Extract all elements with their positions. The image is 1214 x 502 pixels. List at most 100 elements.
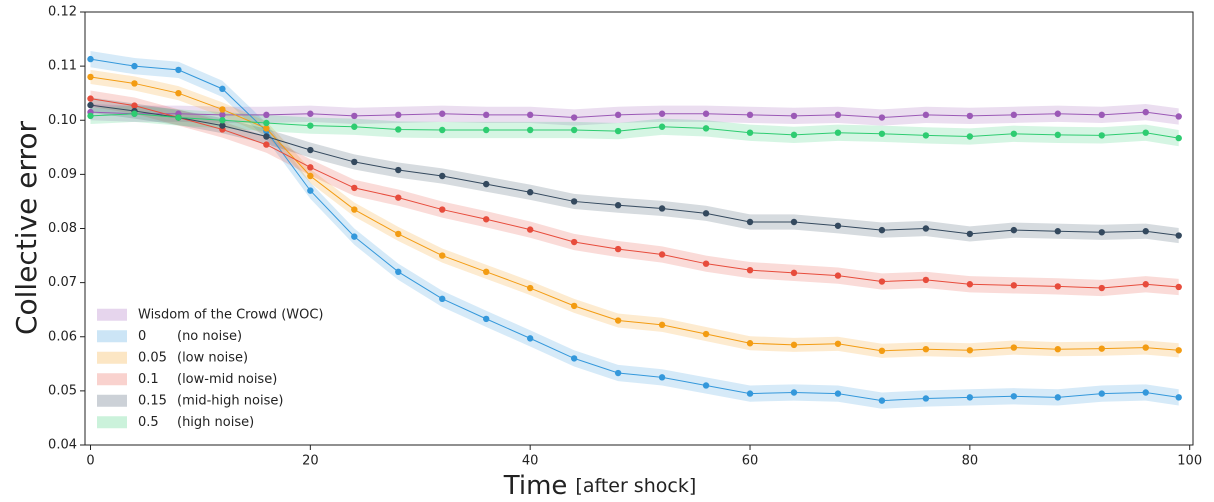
error-band: [90, 97, 1179, 244]
data-point: [526, 335, 534, 342]
data-point: [439, 126, 446, 134]
data-point: [614, 369, 622, 377]
data-point: [483, 216, 490, 223]
data-point: [878, 114, 886, 121]
data-point: [790, 131, 798, 139]
data-point: [658, 205, 666, 212]
x-tick-label: 80: [962, 454, 979, 469]
data-point: [614, 202, 622, 209]
data-point: [702, 330, 710, 338]
legend-label: 0.5: [138, 415, 159, 430]
data-point: [790, 389, 798, 396]
data-point: [1010, 111, 1018, 119]
data-point: [790, 341, 798, 349]
y-tick-label: 0.04: [48, 438, 77, 453]
series-line: [90, 76, 1179, 352]
data-point: [263, 141, 270, 148]
data-point: [439, 295, 446, 303]
data-point: [351, 184, 358, 192]
data-point: [526, 284, 534, 292]
data-point: [746, 390, 754, 397]
series-line: [90, 104, 1179, 237]
data-point: [1054, 394, 1061, 401]
data-point: [395, 166, 402, 174]
data-point: [395, 111, 402, 119]
data-point: [966, 230, 974, 238]
legend-swatch: [97, 373, 127, 386]
data-point: [87, 101, 94, 109]
x-tick-label: 60: [742, 454, 759, 469]
data-point: [1142, 129, 1149, 136]
data-point: [1175, 283, 1182, 291]
data-point: [1142, 228, 1149, 235]
legend-note: (no noise): [177, 329, 242, 344]
legend-label: 0.1: [138, 372, 159, 387]
y-tick-label: 0.11: [48, 59, 77, 74]
legend-swatch: [97, 351, 127, 364]
y-tick-label: 0.07: [48, 275, 77, 290]
y-tick-label: 0.09: [48, 167, 77, 182]
data-point: [87, 95, 94, 102]
data-point: [922, 225, 930, 232]
x-axis-label: Time: [503, 471, 568, 501]
data-point: [351, 123, 358, 130]
data-point: [395, 230, 402, 238]
data-point: [922, 395, 930, 402]
error-band: [90, 50, 1179, 409]
data-point: [1098, 345, 1105, 352]
data-point: [966, 281, 974, 288]
data-point: [1098, 390, 1105, 397]
error-band: [90, 105, 1179, 147]
data-point: [307, 164, 314, 171]
data-point: [263, 125, 270, 132]
data-point: [1010, 393, 1018, 400]
data-point: [307, 122, 314, 129]
data-point: [131, 80, 138, 87]
data-point: [395, 194, 402, 201]
data-point: [702, 210, 710, 217]
data-point: [658, 251, 666, 258]
data-point: [702, 382, 710, 389]
y-tick-label: 0.12: [48, 5, 77, 20]
x-tick-label: 40: [522, 454, 539, 469]
data-point: [614, 111, 622, 119]
data-point: [1010, 130, 1018, 137]
data-point: [570, 114, 578, 121]
data-point: [307, 146, 314, 154]
data-point: [263, 119, 270, 127]
error-band: [90, 90, 1179, 297]
data-point: [570, 238, 578, 246]
data-point: [1175, 113, 1182, 120]
data-point: [1054, 283, 1061, 290]
data-point: [1175, 232, 1182, 239]
y-tick-label: 0.05: [48, 383, 77, 398]
data-point: [1010, 282, 1018, 289]
data-point: [922, 345, 930, 353]
data-point: [175, 89, 182, 97]
data-point: [966, 133, 974, 140]
data-point: [219, 122, 226, 129]
data-point: [87, 112, 94, 120]
data-point: [1142, 389, 1149, 396]
data-point: [483, 180, 490, 188]
data-point: [790, 112, 798, 120]
data-point: [1098, 111, 1105, 119]
legend-note: (low noise): [177, 350, 248, 365]
data-point: [790, 269, 798, 277]
data-point: [307, 110, 314, 117]
data-point: [1098, 132, 1105, 139]
legend-note: (high noise): [177, 415, 254, 430]
data-point: [219, 85, 226, 93]
data-point: [1098, 229, 1105, 236]
data-point: [790, 218, 798, 226]
legend-note: (mid-high noise): [177, 393, 283, 408]
data-point: [834, 222, 842, 229]
x-tick-label: 100: [1177, 454, 1202, 469]
data-point: [966, 112, 974, 120]
data-point: [175, 66, 182, 74]
data-point: [614, 245, 622, 253]
data-point: [526, 226, 534, 233]
data-point: [395, 126, 402, 133]
data-point: [351, 112, 358, 120]
data-point: [439, 172, 446, 180]
